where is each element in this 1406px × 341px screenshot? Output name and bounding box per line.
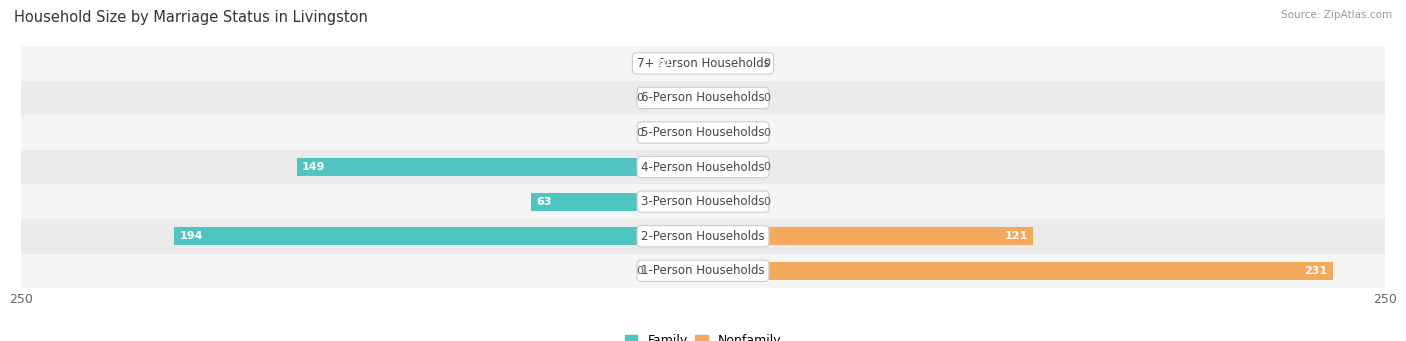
Bar (174, 227, 703, 245)
Text: 194: 194 (180, 231, 202, 241)
Text: 2-Person Households: 2-Person Households (641, 230, 765, 243)
Text: 5-Person Households: 5-Person Households (641, 126, 765, 139)
Bar (21, 150, 1385, 184)
Text: 20: 20 (654, 58, 669, 68)
Bar (703, 262, 1333, 280)
Bar (703, 89, 758, 107)
Text: Source: ZipAtlas.com: Source: ZipAtlas.com (1281, 10, 1392, 20)
Text: 0: 0 (763, 162, 770, 172)
Text: 0: 0 (636, 128, 643, 137)
Text: 1-Person Households: 1-Person Households (641, 264, 765, 277)
Bar (21, 115, 1385, 150)
Text: 0: 0 (763, 93, 770, 103)
Text: 3-Person Households: 3-Person Households (641, 195, 765, 208)
Text: 63: 63 (537, 197, 553, 207)
Text: 121: 121 (1004, 231, 1028, 241)
Bar (21, 184, 1385, 219)
Text: 6-Person Households: 6-Person Households (641, 91, 765, 104)
Bar (703, 193, 758, 211)
Text: 0: 0 (636, 93, 643, 103)
Bar (297, 158, 703, 176)
Bar (21, 80, 1385, 115)
Bar (703, 54, 758, 72)
Text: 231: 231 (1305, 266, 1327, 276)
Bar (648, 262, 703, 280)
Text: 0: 0 (636, 266, 643, 276)
Bar (648, 89, 703, 107)
Legend: Family, Nonfamily: Family, Nonfamily (620, 329, 786, 341)
Bar (21, 219, 1385, 254)
Bar (21, 46, 1385, 80)
Bar (531, 193, 703, 211)
Text: 7+ Person Households: 7+ Person Households (637, 57, 769, 70)
Bar (703, 227, 1033, 245)
Text: Household Size by Marriage Status in Livingston: Household Size by Marriage Status in Liv… (14, 10, 368, 25)
Bar (648, 54, 703, 72)
Text: 149: 149 (302, 162, 326, 172)
Bar (21, 254, 1385, 288)
Text: 0: 0 (763, 128, 770, 137)
Text: 4-Person Households: 4-Person Households (641, 161, 765, 174)
Bar (703, 158, 758, 176)
Text: 0: 0 (763, 58, 770, 68)
Bar (648, 123, 703, 142)
Bar (703, 123, 758, 142)
Text: 0: 0 (763, 197, 770, 207)
